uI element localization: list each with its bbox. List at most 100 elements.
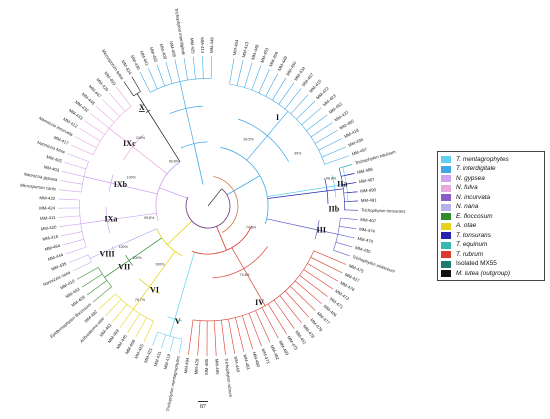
branch xyxy=(247,62,253,77)
legend-swatch xyxy=(441,241,451,249)
branch xyxy=(169,319,176,337)
leaf-label: Trichophyton rubrum xyxy=(224,358,234,398)
branch xyxy=(343,244,353,248)
leaf-label: MM-456 xyxy=(268,50,279,67)
branch xyxy=(70,223,81,226)
branch xyxy=(324,163,328,165)
leaf-label: MM-441 xyxy=(139,50,150,67)
branch xyxy=(229,58,235,85)
legend-item: A. otae xyxy=(441,222,541,231)
branch xyxy=(316,130,338,144)
branch xyxy=(324,138,343,148)
branch xyxy=(235,317,245,352)
branch xyxy=(231,247,245,269)
branch xyxy=(67,153,80,159)
branch xyxy=(310,130,321,138)
branch xyxy=(321,151,334,158)
legend-label: A. otae xyxy=(456,222,477,230)
branch xyxy=(127,321,135,333)
branch xyxy=(171,337,175,345)
legend-item: E. floccosum xyxy=(441,212,541,221)
branch xyxy=(102,99,118,115)
branch xyxy=(290,285,302,298)
branch xyxy=(267,317,279,339)
leaf-label: MM-409 xyxy=(159,43,168,60)
branch xyxy=(185,67,188,81)
branch xyxy=(174,59,179,75)
branch xyxy=(299,275,328,297)
legend-label: Isolated MX55 xyxy=(456,260,497,268)
branch xyxy=(243,268,266,306)
leaf-label: MM-427 xyxy=(344,272,361,284)
branch xyxy=(246,328,253,350)
branch xyxy=(183,57,186,69)
bootstrap-value: 99.8% xyxy=(144,216,155,220)
leaf-label: MM-407 xyxy=(360,217,377,223)
branch xyxy=(222,335,226,356)
leaf-label: MM-444 xyxy=(47,252,64,262)
branch xyxy=(210,55,213,79)
branch xyxy=(273,299,285,315)
branch xyxy=(132,286,150,310)
leaf-label: MM-405 xyxy=(46,154,63,164)
branch xyxy=(228,319,231,327)
leaf-label: MM-481 xyxy=(242,354,251,371)
branch xyxy=(283,313,295,329)
clade-label: V xyxy=(175,317,181,326)
leaf-label: MM-435 xyxy=(51,261,68,272)
branch xyxy=(261,307,268,318)
clade-label: IIa xyxy=(337,180,347,189)
branch xyxy=(313,250,325,256)
leaf-label: MM-419 xyxy=(163,353,172,370)
branch xyxy=(171,81,173,84)
branch xyxy=(226,175,261,196)
branch xyxy=(58,198,69,200)
branch xyxy=(81,167,87,170)
legend-label: N. fulva xyxy=(456,184,478,192)
branch xyxy=(341,174,349,177)
leaf-label: Trichophyton tonsurans xyxy=(361,208,407,214)
legend-swatch xyxy=(441,165,451,173)
branch xyxy=(134,313,141,323)
branch xyxy=(180,339,183,344)
scale-bar: 87 xyxy=(196,401,210,410)
branch xyxy=(216,226,227,251)
branch xyxy=(169,344,173,352)
branch xyxy=(143,317,147,323)
branch xyxy=(193,143,204,185)
branch xyxy=(152,336,157,346)
branch xyxy=(119,310,133,328)
branch xyxy=(116,87,132,107)
legend-label: T. equinum xyxy=(456,241,488,249)
branch xyxy=(68,256,85,263)
branch xyxy=(164,334,167,338)
leaf-label: MM-458 xyxy=(124,338,136,355)
branch xyxy=(70,144,93,155)
branch xyxy=(344,200,358,202)
branch xyxy=(197,337,200,356)
branch xyxy=(326,188,344,192)
branch xyxy=(279,295,286,304)
branch xyxy=(286,292,310,318)
branch xyxy=(342,235,355,239)
branch xyxy=(102,123,110,129)
branch xyxy=(143,321,154,342)
branch xyxy=(263,327,271,343)
branch xyxy=(60,232,77,237)
branch xyxy=(63,239,83,246)
branch xyxy=(74,136,91,146)
branch xyxy=(214,322,217,356)
clade-label: VII xyxy=(118,262,130,271)
branch xyxy=(84,120,103,134)
branch xyxy=(161,337,166,349)
branch xyxy=(95,105,105,114)
branch xyxy=(337,234,343,236)
legend-swatch xyxy=(441,175,451,183)
branch xyxy=(95,280,107,289)
leaf-label: MM-430 xyxy=(355,245,372,254)
branch xyxy=(83,176,111,184)
leaf-label: MM-455 xyxy=(133,343,145,360)
branch xyxy=(167,220,193,245)
legend-swatch xyxy=(441,184,451,192)
branch xyxy=(131,92,134,97)
